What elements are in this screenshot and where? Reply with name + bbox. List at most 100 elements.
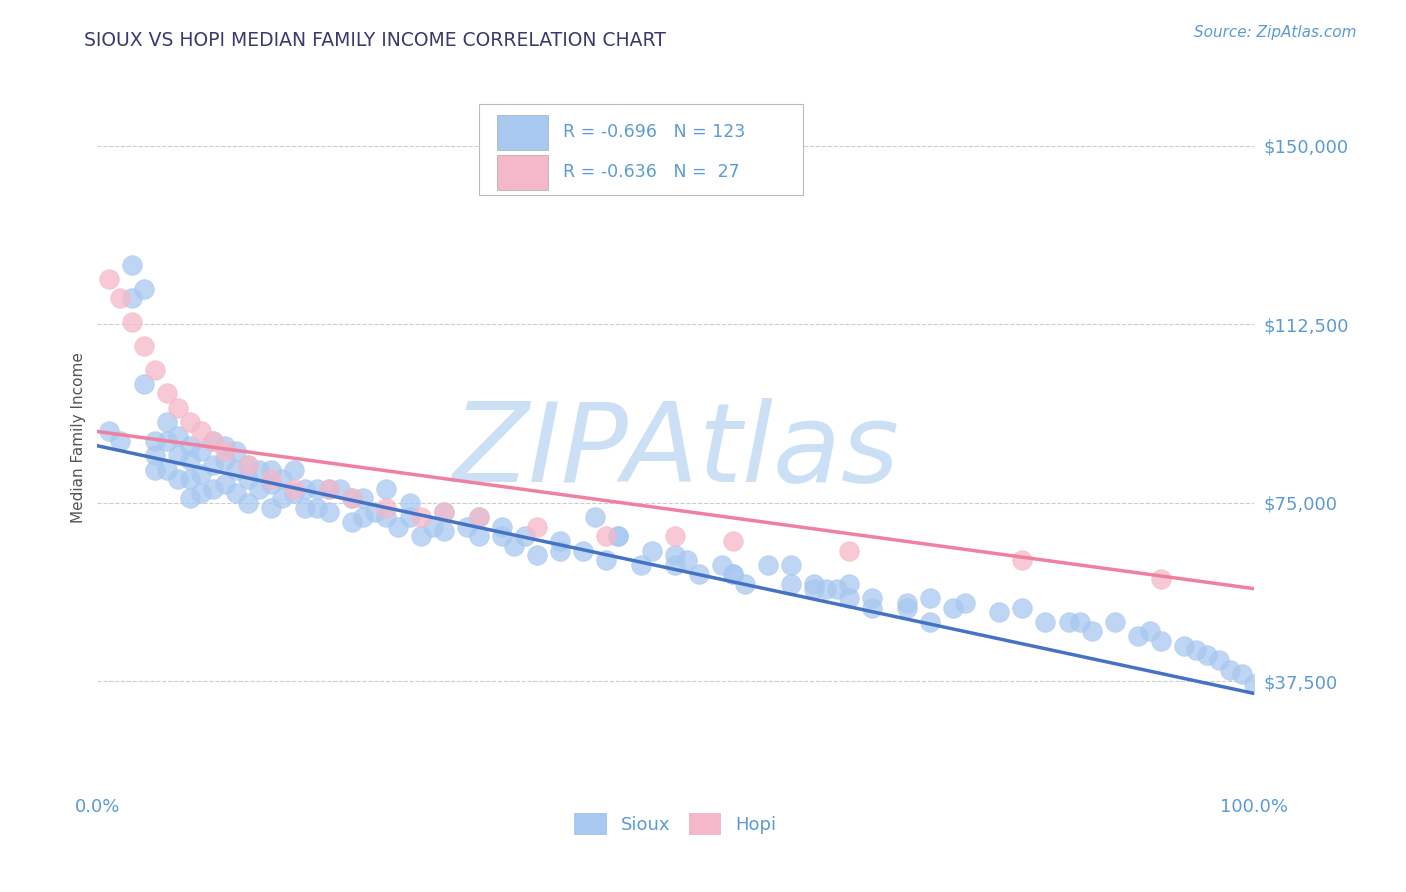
FancyBboxPatch shape [498,155,548,190]
Hopi [595,529,617,543]
Sioux [167,448,190,462]
Hopi [1150,572,1173,586]
Sioux [803,582,825,596]
Y-axis label: Median Family Income: Median Family Income [72,352,86,523]
Sioux [710,558,733,572]
Sioux [606,529,628,543]
Sioux [756,558,779,572]
Sioux [942,600,965,615]
Sioux [179,491,201,505]
Sioux [1150,634,1173,648]
Sioux [1069,615,1091,629]
Sioux [247,462,270,476]
Hopi [190,425,212,439]
Sioux [260,476,283,491]
Sioux [340,491,363,505]
Sioux [803,577,825,591]
Sioux [143,434,166,448]
Sioux [201,482,224,496]
Sioux [121,291,143,305]
Sioux [156,415,179,429]
Text: R = -0.696   N = 123: R = -0.696 N = 123 [564,123,745,141]
Sioux [838,577,860,591]
Hopi [121,315,143,329]
Sioux [236,458,259,472]
Sioux [548,533,571,548]
Text: R = -0.636   N =  27: R = -0.636 N = 27 [564,163,740,181]
Sioux [814,582,837,596]
Sioux [491,519,513,533]
Sioux [167,429,190,443]
Sioux [1243,677,1265,691]
Sioux [1184,643,1206,657]
Sioux [918,591,941,606]
Sioux [548,543,571,558]
Sioux [398,510,420,524]
Sioux [305,482,328,496]
Sioux [734,577,756,591]
Sioux [1219,663,1241,677]
Sioux [1126,629,1149,643]
Sioux [1197,648,1219,663]
Sioux [526,548,548,562]
Sioux [595,553,617,567]
Hopi [201,434,224,448]
Sioux [1230,667,1253,681]
Text: Source: ZipAtlas.com: Source: ZipAtlas.com [1194,25,1357,40]
Sioux [422,519,444,533]
Sioux [179,472,201,486]
Hopi [340,491,363,505]
FancyBboxPatch shape [479,103,803,195]
Sioux [641,543,664,558]
Sioux [1208,653,1230,667]
Sioux [860,600,883,615]
Sioux [953,596,976,610]
Sioux [1139,624,1161,639]
Sioux [352,510,374,524]
Sioux [676,553,699,567]
Sioux [236,496,259,510]
Hopi [214,443,236,458]
Hopi [167,401,190,415]
Sioux [723,567,745,582]
Sioux [214,439,236,453]
Hopi [260,472,283,486]
Sioux [340,515,363,529]
Sioux [583,510,606,524]
Sioux [201,434,224,448]
Sioux [329,482,352,496]
Hopi [110,291,132,305]
Hopi [97,272,120,286]
Sioux [688,567,710,582]
Sioux [225,443,247,458]
Hopi [143,362,166,376]
Sioux [664,558,686,572]
Sioux [838,591,860,606]
Text: ZIPAtlas: ZIPAtlas [453,398,898,505]
Hopi [838,543,860,558]
Hopi [132,339,155,353]
Sioux [132,376,155,391]
Hopi [318,482,340,496]
Sioux [572,543,595,558]
Sioux [1104,615,1126,629]
Sioux [247,482,270,496]
Sioux [1057,615,1080,629]
Hopi [236,458,259,472]
Sioux [179,439,201,453]
Sioux [283,486,305,500]
Sioux [723,567,745,582]
Hopi [283,482,305,496]
Sioux [988,606,1011,620]
Sioux [411,529,433,543]
Hopi [664,529,686,543]
Text: SIOUX VS HOPI MEDIAN FAMILY INCOME CORRELATION CHART: SIOUX VS HOPI MEDIAN FAMILY INCOME CORRE… [84,31,666,50]
Legend: Sioux, Hopi: Sioux, Hopi [567,806,785,843]
Sioux [780,558,803,572]
Hopi [156,386,179,401]
Sioux [606,529,628,543]
Sioux [827,582,849,596]
Sioux [398,496,420,510]
Hopi [468,510,491,524]
Sioux [97,425,120,439]
